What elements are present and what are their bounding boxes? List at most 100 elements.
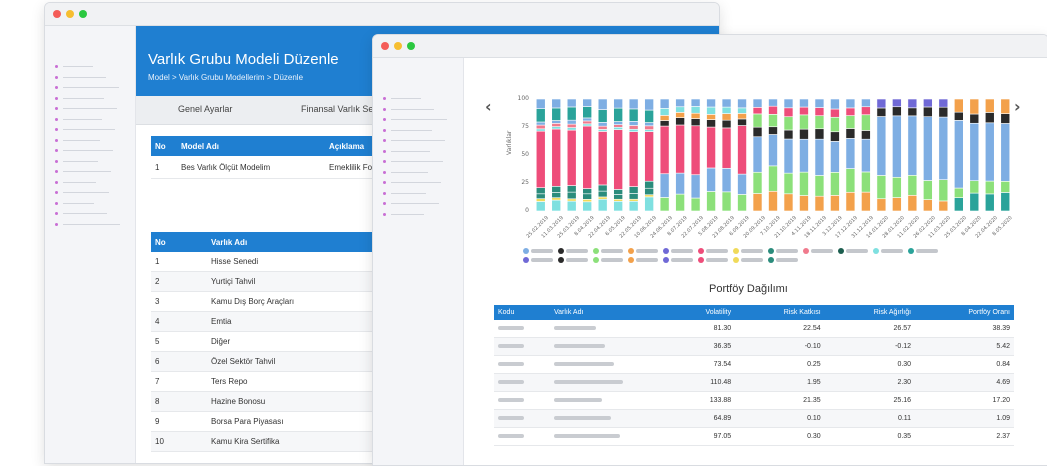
- bar-segment[interactable]: [644, 125, 654, 130]
- sidebar-item[interactable]: [63, 118, 102, 120]
- bar-segment[interactable]: [814, 195, 825, 212]
- bar-segment[interactable]: [535, 108, 546, 123]
- bar-segment[interactable]: [721, 98, 732, 108]
- bar-segment[interactable]: [876, 107, 887, 117]
- bar-segment[interactable]: [799, 195, 809, 212]
- bar-segment[interactable]: [768, 190, 778, 212]
- bar-segment[interactable]: [582, 188, 592, 195]
- bar-segment[interactable]: [644, 98, 654, 111]
- sidebar-item[interactable]: [63, 171, 111, 172]
- bar-segment[interactable]: [535, 130, 546, 189]
- bar-segment[interactable]: [830, 108, 840, 118]
- sidebar-item[interactable]: [391, 192, 426, 194]
- bar-segment[interactable]: [535, 124, 546, 130]
- table-row[interactable]: 7 Ters Repo: [151, 371, 391, 392]
- bar-segment[interactable]: [690, 112, 701, 119]
- bar-segment[interactable]: [628, 125, 639, 130]
- table-row[interactable]: 64.89 0.10 0.11 1.09: [494, 409, 1014, 428]
- bar-segment[interactable]: [675, 117, 685, 126]
- bar-segment[interactable]: [721, 113, 732, 121]
- bar-segment[interactable]: [582, 106, 592, 119]
- bar-segment[interactable]: [845, 107, 856, 116]
- bar-segment[interactable]: [861, 98, 871, 108]
- bar-segment[interactable]: [954, 98, 964, 113]
- bar-segment[interactable]: [938, 98, 949, 108]
- bar-segment[interactable]: [706, 119, 716, 128]
- bar-segment[interactable]: [721, 127, 732, 169]
- bar-segment[interactable]: [814, 107, 825, 117]
- legend-item[interactable]: [768, 248, 800, 254]
- bar-segment[interactable]: [1000, 123, 1011, 182]
- bar-segment[interactable]: [984, 98, 995, 113]
- tab-genel-ayarlar[interactable]: Genel Ayarlar: [178, 104, 233, 114]
- table-row[interactable]: 3 Kamu Dış Borç Araçları: [151, 291, 391, 312]
- bar-segment[interactable]: [644, 131, 654, 182]
- chevron-right-icon[interactable]: ›: [1014, 97, 1021, 116]
- bar-segment[interactable]: [768, 126, 778, 135]
- bar-segment[interactable]: [706, 98, 716, 108]
- bar-segment[interactable]: [613, 194, 623, 200]
- sidebar-item[interactable]: [63, 223, 120, 225]
- bar-segment[interactable]: [613, 198, 623, 202]
- sidebar-item[interactable]: [391, 171, 428, 173]
- tab-finansal-varlik[interactable]: Finansal Varlık Se: [301, 104, 374, 114]
- bar-segment[interactable]: [551, 197, 562, 201]
- bar-segment[interactable]: [768, 134, 778, 167]
- bar-segment[interactable]: [566, 119, 577, 125]
- bar-segment[interactable]: [954, 120, 964, 189]
- legend-item[interactable]: [593, 257, 625, 263]
- bar-segment[interactable]: [892, 106, 902, 117]
- bar-segment[interactable]: [783, 107, 794, 118]
- bar-segment[interactable]: [566, 129, 577, 186]
- bar-segment[interactable]: [659, 173, 670, 198]
- legend-item[interactable]: [628, 248, 660, 254]
- bar-segment[interactable]: [628, 186, 639, 194]
- bar-segment[interactable]: [1000, 113, 1011, 124]
- bar-segment[interactable]: [566, 200, 577, 212]
- bar-segment[interactable]: [721, 191, 732, 212]
- bar-segment[interactable]: [752, 107, 763, 115]
- bar-segment[interactable]: [706, 167, 716, 192]
- bar-segment[interactable]: [690, 125, 701, 176]
- bar-segment[interactable]: [938, 179, 949, 202]
- legend-item[interactable]: [558, 248, 590, 254]
- bar-segment[interactable]: [984, 193, 995, 212]
- bar-segment[interactable]: [644, 187, 654, 196]
- bar-segment[interactable]: [768, 98, 778, 107]
- bar-segment[interactable]: [659, 98, 670, 109]
- bar-segment[interactable]: [659, 125, 670, 175]
- maximize-window-button[interactable]: [79, 10, 87, 18]
- bar-segment[interactable]: [551, 186, 562, 193]
- bar-segment[interactable]: [768, 165, 778, 192]
- bar-segment[interactable]: [597, 122, 608, 127]
- bar-segment[interactable]: [706, 106, 716, 115]
- bar-segment[interactable]: [551, 120, 562, 124]
- bar-segment[interactable]: [690, 118, 701, 127]
- bar-segment[interactable]: [861, 130, 871, 140]
- bar-segment[interactable]: [535, 187, 546, 195]
- bar-segment[interactable]: [845, 98, 856, 109]
- minimize-window-button[interactable]: [66, 10, 74, 18]
- legend-item[interactable]: [908, 248, 940, 254]
- bar-segment[interactable]: [799, 98, 809, 108]
- legend-item[interactable]: [733, 248, 765, 254]
- sidebar-item[interactable]: [63, 192, 109, 193]
- bar-segment[interactable]: [861, 171, 871, 193]
- bar-segment[interactable]: [814, 115, 825, 130]
- bar-segment[interactable]: [551, 126, 562, 130]
- bar-segment[interactable]: [690, 174, 701, 199]
- bar-segment[interactable]: [582, 199, 592, 203]
- bar-segment[interactable]: [628, 128, 639, 132]
- bar-segment[interactable]: [613, 98, 623, 109]
- bar-segment[interactable]: [737, 194, 747, 212]
- bar-segment[interactable]: [938, 106, 949, 118]
- sidebar-item[interactable]: [63, 97, 104, 99]
- bar-segment[interactable]: [644, 196, 654, 212]
- bar-segment[interactable]: [551, 128, 562, 187]
- bar-segment[interactable]: [969, 122, 980, 182]
- table-row[interactable]: 1 Hisse Senedi: [151, 252, 391, 272]
- bar-segment[interactable]: [799, 106, 809, 116]
- legend-item[interactable]: [698, 248, 730, 254]
- bar-segment[interactable]: [535, 198, 546, 202]
- sidebar-item[interactable]: [63, 87, 119, 88]
